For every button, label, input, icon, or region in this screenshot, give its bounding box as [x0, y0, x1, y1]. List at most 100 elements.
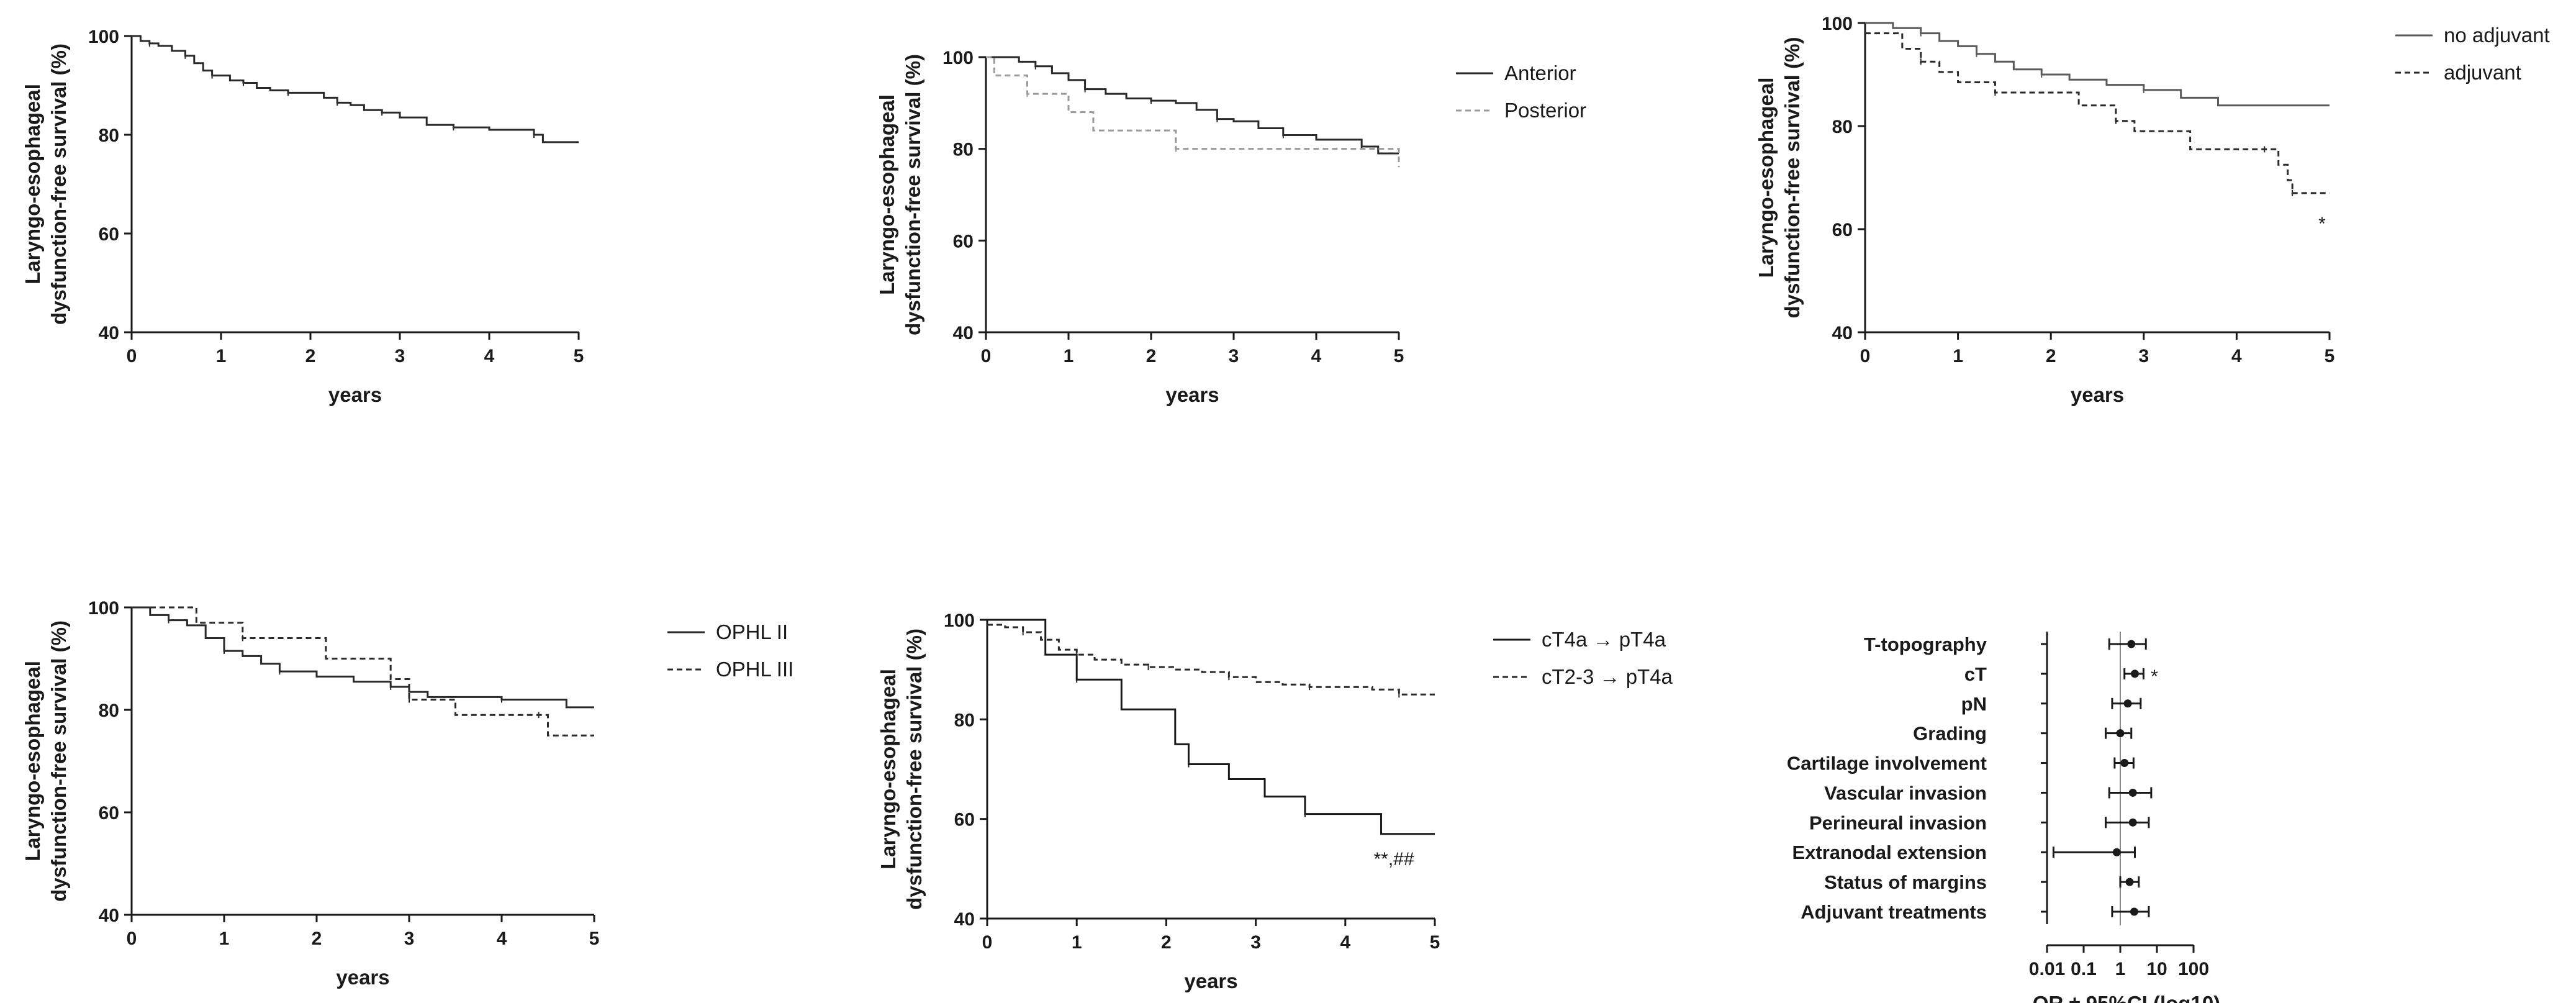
x-tick-label: 4 [497, 928, 507, 949]
x-axis-label: years [328, 383, 382, 406]
forest-x-axis-label: OR ± 95%CI (log10) [2033, 992, 2220, 1003]
chart-d: 0 1 2 3 4 5 40 60 80 100 years Laryngo-esophageal dy… [21, 598, 793, 989]
forest-x-tick-label: 10 [2146, 959, 2167, 979]
chart-f: 0.01 0.1 1 10 100 OR ± 95%CI (log10) T-topogra… [1787, 632, 2220, 1003]
forest-or-point [2128, 818, 2137, 827]
legend-label-1: OPHL II [716, 620, 788, 643]
forest-or-point [2125, 878, 2134, 886]
x-tick-label: 1 [219, 928, 230, 949]
forest-or-point [2123, 699, 2132, 708]
significance-annotation: **,## [1373, 849, 1414, 869]
y-axis-label-line2: dysfunction-free survival (%) [903, 629, 926, 910]
series-line-2 [987, 624, 1435, 696]
y-axis-label: Laryngo-esophageal dysfunction-free survi… [21, 620, 70, 902]
y-tick-label: 80 [953, 140, 974, 160]
x-axis-label: years [2071, 383, 2124, 406]
x-tick-label: 3 [404, 928, 415, 949]
x-tick-label: 3 [2138, 346, 2149, 366]
y-axis-label-line2: dysfunction-free survival (%) [47, 43, 70, 325]
forest-row-label: Cartilage involvement [1787, 753, 1987, 774]
x-tick-label: 5 [1394, 346, 1404, 366]
forest-x-tick-label: 0.1 [2071, 959, 2097, 979]
y-tick-label: 80 [954, 710, 975, 730]
x-tick-label: 4 [484, 346, 495, 366]
y-axis-label-line1: Laryngo-esophageal [21, 84, 44, 284]
x-tick-label: 0 [1860, 346, 1871, 366]
forest-x-tick-label: 1 [2115, 959, 2126, 979]
y-tick-label: 80 [99, 125, 119, 146]
y-axis-label: Laryngo-esophageal dysfunction-free survi… [21, 43, 70, 325]
legend-label-2: adjuvant [2444, 61, 2521, 84]
y-axis-label: Laryngo-esophageal dysfunction-free survi… [875, 54, 924, 335]
chart-b: 0 1 2 3 4 5 40 60 80 100 years Laryngo-esophageal dy… [875, 48, 1586, 406]
x-tick-label: 1 [1064, 346, 1074, 366]
legend-label-1: cT4a → pT4a [1542, 628, 1666, 651]
x-tick-label: 5 [589, 928, 600, 949]
forest-significance-annotation: * [2151, 666, 2158, 687]
y-tick-label: 40 [99, 905, 119, 926]
forest-row-label: Perineural invasion [1809, 812, 1987, 833]
x-tick-label: 2 [2046, 346, 2056, 366]
y-axis-label: Laryngo-esophageal dysfunction-free survi… [877, 629, 926, 910]
series-line-2 [1865, 32, 2330, 194]
x-axis-label: years [1184, 969, 1237, 992]
x-tick-label: 1 [1953, 346, 1963, 366]
significance-annotation: * [2318, 214, 2326, 234]
x-axis-label: years [336, 966, 389, 989]
y-tick-label: 60 [99, 803, 119, 824]
series-line-1 [986, 56, 1399, 155]
x-tick-label: 1 [216, 346, 227, 366]
y-tick-label: 100 [942, 48, 974, 68]
y-tick-label: 100 [1822, 14, 1853, 34]
x-tick-label: 4 [1340, 932, 1350, 953]
forest-x-tick-label: 0.01 [2029, 959, 2065, 979]
y-tick-label: 100 [88, 27, 119, 47]
forest-row-label: cT [1964, 663, 1987, 685]
forest-or-point [2120, 759, 2129, 768]
y-tick-label: 60 [1832, 220, 1853, 240]
forest-row-label: Extranodal extension [1792, 842, 1987, 863]
y-tick-label: 40 [954, 909, 975, 930]
y-tick-label: 40 [1832, 323, 1853, 343]
y-axis-label-line1: Laryngo-esophageal [1755, 78, 1778, 278]
y-axis-label-line1: Laryngo-esophageal [875, 94, 898, 295]
x-tick-label: 3 [1229, 346, 1239, 366]
forest-row-label: Vascular invasion [1824, 782, 1987, 804]
forest-or-point [2128, 788, 2137, 797]
x-tick-label: 0 [127, 928, 137, 949]
forest-or-point [2116, 729, 2125, 738]
y-tick-label: 80 [99, 701, 119, 721]
y-axis-label: Laryngo-esophageal dysfunction-free survi… [1755, 37, 1804, 319]
forest-or-point [2130, 907, 2138, 916]
x-tick-label: 0 [981, 346, 992, 366]
y-tick-label: 60 [99, 224, 119, 245]
series-line-2 [986, 56, 1400, 168]
x-tick-label: 2 [305, 346, 316, 366]
x-tick-label: 5 [574, 346, 584, 366]
y-tick-label: 100 [944, 610, 975, 631]
x-tick-label: 2 [1161, 932, 1172, 953]
y-tick-label: 80 [1832, 117, 1853, 137]
y-tick-label: 40 [953, 323, 974, 343]
x-tick-label: 0 [982, 932, 993, 953]
series-line-1 [132, 35, 579, 143]
y-axis-label-line2: dysfunction-free survival (%) [1781, 37, 1804, 319]
y-axis-label-line1: Laryngo-esophageal [21, 661, 44, 861]
legend-label-1: no adjuvant [2444, 24, 2550, 47]
y-tick-label: 40 [99, 323, 119, 343]
x-tick-label: 3 [1250, 932, 1261, 953]
chart-e: 0 1 2 3 4 5 40 60 80 100 years Laryngo-esophageal dy… [877, 610, 1673, 992]
legend-label-1: Anterior [1504, 61, 1576, 84]
chart-a: 0 1 2 3 4 5 40 60 80 100 years Laryngo-esophageal dy… [21, 27, 584, 406]
forest-x-tick-label: 100 [2178, 959, 2209, 979]
x-tick-label: 0 [127, 346, 137, 366]
forest-row-label: Status of margins [1824, 871, 1987, 893]
series-line-1 [1865, 22, 2330, 107]
x-tick-label: 1 [1072, 932, 1082, 953]
x-tick-label: 4 [1311, 346, 1322, 366]
forest-or-point [2130, 669, 2139, 678]
x-tick-label: 5 [1430, 932, 1440, 953]
y-axis-label-line1: Laryngo-esophageal [877, 669, 900, 869]
legend-label-2: cT2-3 → pT4a [1542, 665, 1673, 688]
